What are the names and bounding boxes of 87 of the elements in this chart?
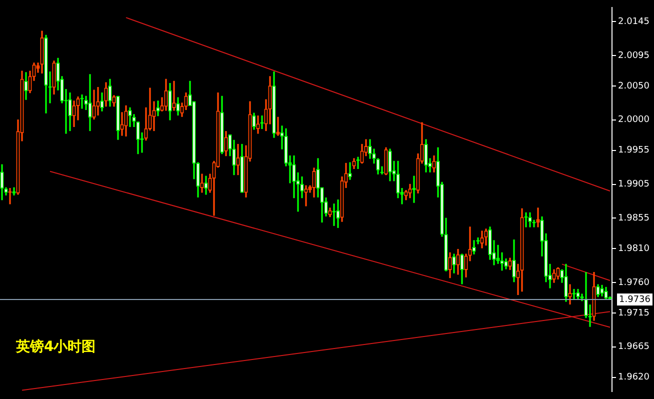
candlestick [220,96,224,154]
candlestick [8,188,12,204]
candlestick [552,269,556,283]
y-tick-label: 1.9665 [618,342,650,352]
candlestick [576,288,580,300]
candlestick [352,158,356,169]
y-tick-label: 2.0050 [618,81,650,92]
y-tick-label: 2.0000 [618,115,650,126]
candlestick [472,240,476,254]
ref-line-label: 1.9736 [619,294,651,305]
candlestick [412,176,416,203]
candlestick [520,208,524,292]
candlestick [256,115,260,134]
candlestick [604,286,608,300]
candlestick [260,115,264,130]
candlestick [592,272,596,321]
candlestick [104,82,108,107]
candlestick [432,155,436,172]
candlestick [68,92,72,132]
candlestick [204,176,208,195]
candlestick [452,254,456,274]
candlestick [572,288,576,300]
candlestick [424,139,428,172]
y-tick-label: 1.9905 [618,180,650,190]
candlestick [596,284,600,298]
candlestick [96,87,100,116]
candlestick [408,184,412,198]
candlestick [156,100,160,116]
candlestick [348,162,352,180]
candlestick [384,147,388,176]
candlestick [124,105,128,136]
candlestick [164,78,168,111]
candlestick [448,252,452,278]
candlestick [536,208,540,228]
candlestick [52,60,56,94]
candlestick [252,112,256,130]
y-tick-label: 2.0145 [618,16,650,27]
text: 英镑4小时图 [15,338,96,356]
candlestick [328,208,332,218]
candlestick [336,200,340,228]
candlestick [332,204,336,226]
candlestick [236,144,240,176]
candlestick [108,78,112,107]
candlestick [80,94,84,109]
y-tick-label: 1.9715 [618,308,650,318]
candlestick [0,164,4,200]
candlestick [44,34,48,114]
candlestick [512,239,516,282]
candlestick [524,212,528,228]
candlestick [508,258,512,270]
y-tick-label: 1.9955 [618,146,650,156]
candlestick [272,71,276,138]
candlestick [568,284,572,305]
candlestick [176,97,180,116]
candlestick [480,230,484,248]
candlestick [456,248,460,275]
candlestick [100,92,104,112]
candlestick [168,82,172,120]
candlestick [556,267,560,280]
candlestick [240,144,244,193]
candlestick [24,72,28,100]
candlestick [564,264,568,302]
y-tick-label: 2.0095 [618,50,650,61]
candlestick [12,187,16,196]
candlestick [460,254,464,284]
y-tick-label: 1.9855 [618,213,650,224]
candlestick [172,80,176,111]
candlestick [200,174,204,193]
candlestick [312,168,316,198]
candlestick [356,156,360,169]
candlestick [92,90,96,120]
candlestick [528,212,532,228]
candlestick [72,100,76,127]
candlestick [600,284,604,296]
candlestick [112,95,116,107]
candlestick [276,116,280,136]
candlestick [304,185,308,206]
y-tick-label: 1.9620 [618,372,650,383]
y-tick-label: 1.9760 [618,278,650,288]
candlestick [116,96,120,140]
candlestick [224,131,228,156]
candlestick [388,148,392,182]
candlestick [128,107,132,127]
candlestick [484,228,488,246]
y-tick-label: 1.9810 [618,244,650,254]
candlestick [88,74,92,132]
candlestick [40,30,44,74]
